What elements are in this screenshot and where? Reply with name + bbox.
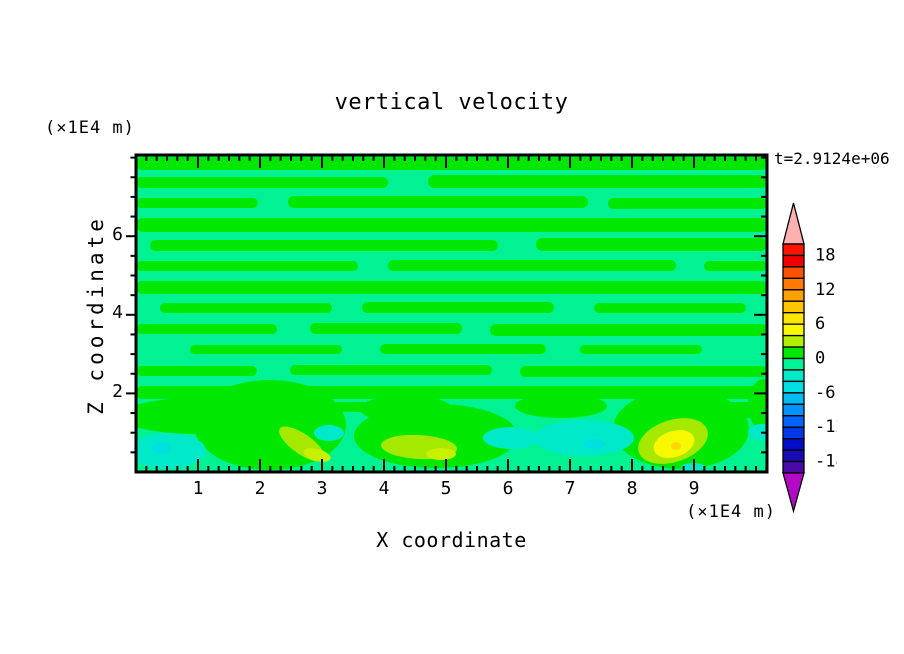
contour-plot [126, 153, 769, 474]
colorbar-label: -12 [815, 417, 837, 437]
contour-field [136, 155, 767, 472]
colorbar: 18 12 6 0 -6 -12 -18 [782, 202, 837, 514]
x-tick-label-2: 2 [254, 478, 266, 499]
colorbar-label: 6 [815, 314, 825, 334]
z-tick-label-4: 4 [112, 302, 123, 323]
colorbar-label: -6 [815, 383, 835, 403]
x-tick-label-9: 9 [688, 478, 700, 499]
x-tick-label-3: 3 [316, 478, 328, 499]
colorbar-arrow-high [782, 202, 805, 245]
x-tick-label-1: 1 [192, 478, 204, 499]
x-tick-label-7: 7 [564, 478, 576, 499]
x-tick-label-6: 6 [502, 478, 514, 499]
plot-border [134, 153, 769, 474]
colorbar-label: -18 [815, 452, 837, 472]
x-tick-label-8: 8 [626, 478, 638, 499]
x-axis-title: X coordinate [376, 528, 527, 552]
x-tick-label-5: 5 [440, 478, 452, 499]
colorbar-arrow-low [782, 472, 805, 514]
z-tick-label-6: 6 [112, 224, 123, 245]
z-tick-label-2: 2 [112, 381, 123, 402]
plot-title: vertical velocity [334, 90, 569, 115]
z-axis-units: (×1E4 m) [45, 118, 135, 138]
time-annotation: t=2.9124e+06 [774, 149, 890, 168]
colorbar-label: 0 [815, 349, 825, 369]
x-tick-label-4: 4 [378, 478, 390, 499]
colorbar-label: 18 [815, 245, 835, 265]
colorbar-label: 12 [815, 280, 835, 300]
x-axis-units: (×1E4 m) [686, 502, 776, 522]
